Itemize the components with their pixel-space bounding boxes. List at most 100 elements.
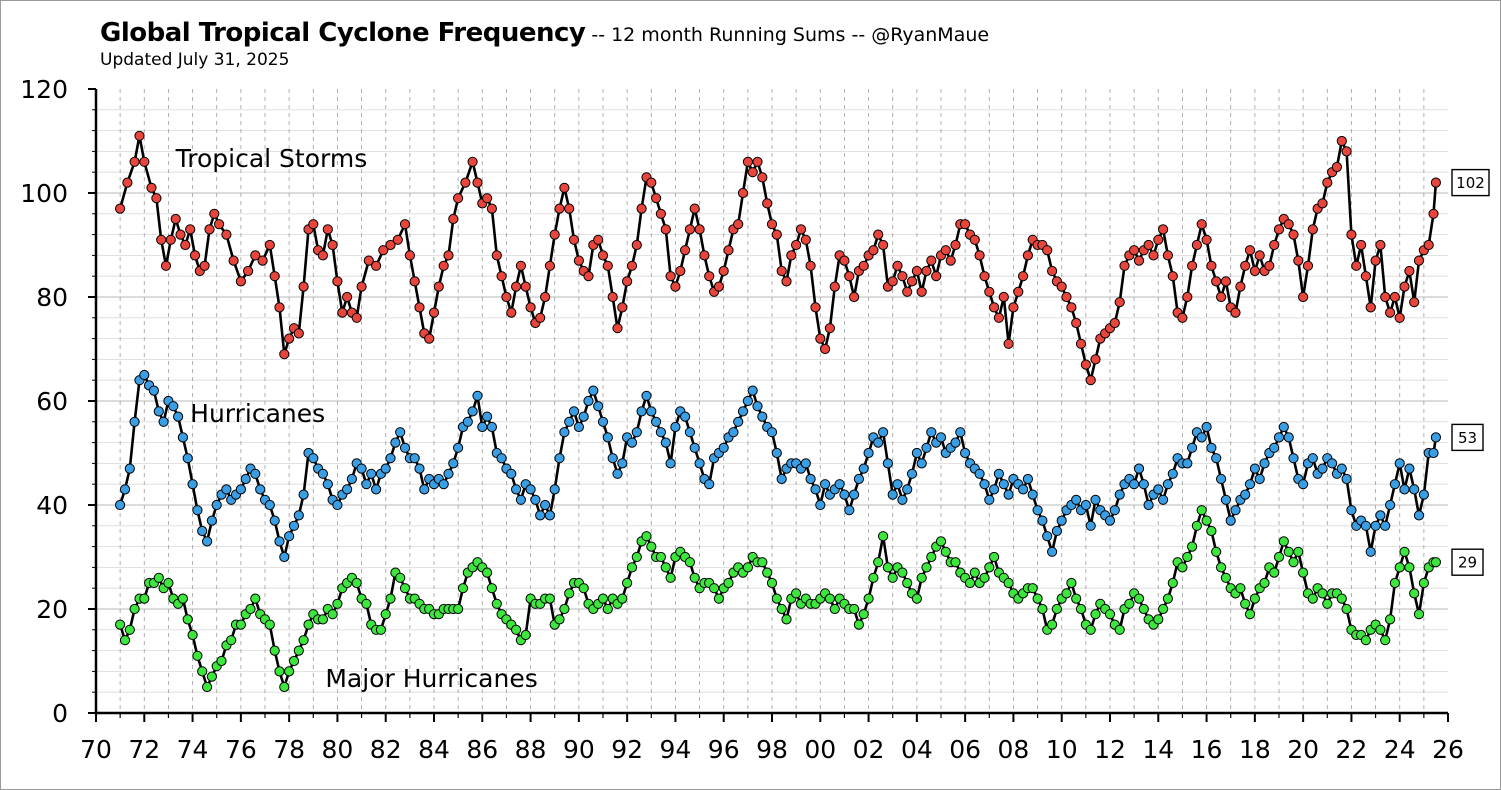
data-point-hurricanes	[1167, 468, 1178, 479]
data-point-tropical-storms	[501, 291, 512, 303]
data-point-major-hurricanes	[351, 577, 362, 589]
data-point-tropical-storms	[327, 239, 338, 251]
data-point-hurricanes	[119, 484, 131, 495]
data-point-tropical-storms	[704, 271, 715, 282]
x-tick-label: 82	[370, 735, 402, 764]
data-point-major-hurricanes	[660, 562, 671, 573]
labels-layer: Tropical Storms 102 Hurricanes 53 Major Hurr…	[175, 144, 1490, 693]
data-point-tropical-storms	[228, 255, 239, 266]
data-point-hurricanes	[221, 484, 232, 495]
data-point-tropical-storms	[438, 260, 449, 271]
x-tick-label: 20	[1287, 735, 1319, 764]
x-tick-label: 00	[804, 735, 836, 764]
data-point-hurricanes	[655, 427, 667, 438]
data-point-hurricanes	[897, 494, 908, 505]
data-point-tropical-storms	[718, 265, 729, 277]
data-point-hurricanes	[1056, 515, 1067, 526]
data-point-tropical-storms	[115, 203, 126, 214]
data-point-tropical-storms	[1022, 250, 1034, 261]
data-point-major-hurricanes	[578, 583, 589, 594]
data-point-major-hurricanes	[559, 603, 570, 615]
data-point-hurricanes	[689, 442, 700, 453]
data-point-major-hurricanes	[602, 603, 613, 615]
data-point-tropical-storms	[1018, 271, 1029, 282]
data-point-major-hurricanes	[491, 598, 502, 609]
data-point-hurricanes	[467, 406, 478, 417]
data-point-hurricanes	[1090, 494, 1101, 505]
data-point-tropical-storms	[1331, 161, 1343, 173]
data-point-hurricanes	[602, 432, 613, 443]
data-point-tropical-storms	[626, 260, 638, 271]
x-tick-label: 70	[80, 735, 112, 764]
data-point-major-hurricanes	[897, 567, 908, 578]
data-point-tropical-storms	[916, 286, 927, 297]
data-point-major-hurricanes	[979, 572, 990, 583]
data-point-major-hurricanes	[1003, 577, 1014, 589]
data-point-tropical-storms	[984, 286, 995, 297]
data-point-tropical-storms	[752, 156, 763, 167]
data-point-hurricanes	[366, 468, 377, 479]
y-tick-label: 80	[36, 283, 68, 312]
data-point-tropical-storms	[969, 234, 980, 245]
data-point-tropical-storms	[544, 260, 556, 271]
data-point-major-hurricanes	[1404, 562, 1415, 573]
data-point-tropical-storms	[1254, 250, 1265, 261]
data-point-major-hurricanes	[771, 593, 782, 604]
data-point-hurricanes	[264, 499, 275, 511]
data-point-major-hurricanes	[709, 583, 720, 594]
data-point-tropical-storms	[129, 156, 140, 167]
data-point-tropical-storms	[1153, 234, 1164, 245]
data-point-major-hurricanes	[622, 577, 633, 589]
y-tick-label: 40	[36, 491, 68, 520]
data-point-tropical-storms	[757, 172, 768, 183]
data-point-major-hurricanes	[829, 603, 840, 615]
data-point-hurricanes	[1360, 520, 1372, 531]
data-point-major-hurricanes	[192, 650, 203, 661]
data-point-hurricanes	[496, 453, 507, 464]
data-point-major-hurricanes	[177, 593, 188, 604]
data-point-tropical-storms	[1216, 291, 1227, 303]
data-point-hurricanes	[1428, 447, 1439, 459]
data-point-major-hurricanes	[1206, 525, 1217, 537]
data-point-tropical-storms	[651, 193, 662, 204]
data-point-hurricanes	[651, 416, 662, 427]
data-point-major-hurricanes	[766, 577, 778, 589]
data-point-tropical-storms	[950, 239, 961, 251]
data-point-hurricanes	[1138, 479, 1149, 490]
end-value-label-hurricanes: 53	[1458, 429, 1477, 447]
data-point-tropical-storms	[209, 208, 220, 219]
x-tick-label: 72	[128, 735, 160, 764]
data-point-tropical-storms	[771, 229, 782, 240]
data-point-tropical-storms	[1399, 281, 1410, 292]
data-point-major-hurricanes	[1394, 562, 1405, 573]
data-point-hurricanes	[757, 411, 768, 422]
data-point-tropical-storms	[887, 276, 898, 287]
data-point-tropical-storms	[800, 234, 811, 245]
data-point-tropical-storms	[786, 250, 797, 261]
data-point-tropical-storms	[694, 224, 705, 235]
data-point-hurricanes	[1341, 473, 1352, 485]
data-point-major-hurricanes	[1061, 588, 1072, 599]
data-point-major-hurricanes	[849, 603, 860, 615]
data-point-hurricanes	[839, 489, 850, 500]
data-point-tropical-storms	[1047, 265, 1058, 277]
data-point-tropical-storms	[221, 229, 232, 240]
data-point-hurricanes	[1143, 499, 1154, 511]
data-point-tropical-storms	[824, 323, 836, 334]
data-point-tropical-storms	[180, 239, 191, 251]
data-point-tropical-storms	[520, 281, 531, 292]
data-point-tropical-storms	[868, 245, 879, 256]
data-point-tropical-storms	[993, 312, 1005, 323]
data-point-tropical-storms	[378, 245, 389, 256]
data-point-tropical-storms	[371, 260, 382, 271]
data-point-tropical-storms	[414, 302, 425, 313]
data-point-tropical-storms	[1201, 234, 1212, 245]
data-point-hurricanes	[380, 463, 391, 474]
data-point-tropical-storms	[805, 260, 816, 271]
x-tick-label: 78	[273, 735, 305, 764]
data-point-tropical-storms	[1196, 219, 1207, 230]
x-tick-label: 76	[225, 735, 257, 764]
data-point-tropical-storms	[559, 182, 570, 193]
data-point-tropical-storms	[1307, 224, 1318, 235]
data-point-tropical-storms	[1336, 135, 1347, 147]
